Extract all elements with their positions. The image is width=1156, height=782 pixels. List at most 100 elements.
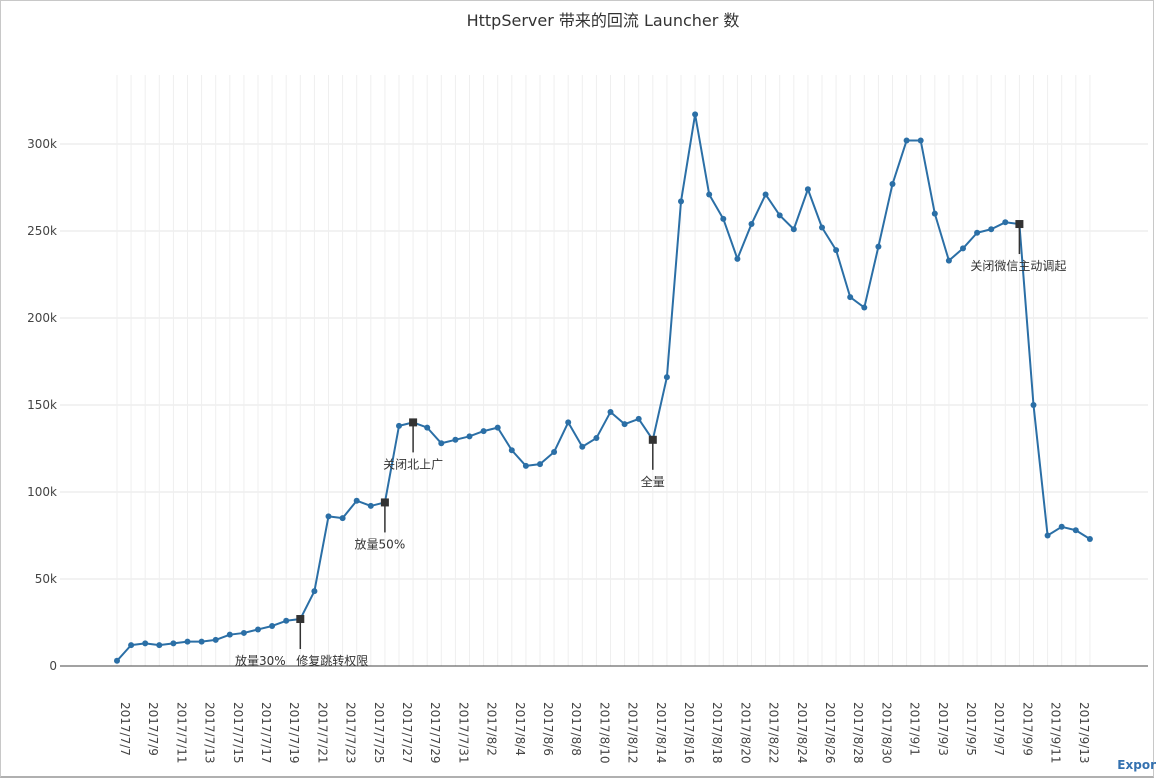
annotation-label: 关闭北上广 [383,457,443,471]
x-tick-label: 2017/7/25 [372,702,386,764]
data-point [424,424,431,431]
x-tick-label: 2017/7/15 [231,702,245,764]
data-point [480,428,487,435]
x-tick-label: 2017/8/8 [569,702,583,756]
data-point [762,191,769,198]
data-point [198,638,205,645]
x-tick-label: 2017/7/29 [428,702,442,764]
data-point [438,440,445,447]
x-tick-label: 2017/7/7 [118,702,132,756]
data-point [255,626,261,633]
data-point [226,631,233,638]
data-point [551,448,558,455]
data-point [579,443,586,450]
data-point [114,657,120,664]
x-tick-label: 2017/8/12 [626,702,640,764]
annotation-marker [296,615,305,624]
x-tick-label: 2017/8/14 [654,702,668,764]
x-tick-label: 2017/7/11 [174,702,188,764]
y-tick-label: 100k [27,485,57,499]
x-tick-label: 2017/9/5 [964,702,978,756]
data-point [889,181,896,188]
x-tick-label: 2017/8/24 [795,702,809,764]
data-point [847,294,854,301]
data-point [917,137,924,144]
x-tick-label: 2017/8/2 [485,702,499,756]
data-point [678,198,684,205]
data-point [212,636,219,643]
data-point [988,226,995,233]
x-tick-label: 2017/8/28 [851,702,865,764]
data-point [1072,527,1079,534]
data-point [903,137,910,144]
annotation-label: 关闭微信主动调起 [970,259,1066,273]
y-tick-label: 200k [27,311,57,325]
data-point [537,461,543,468]
data-point [565,419,572,426]
data-point [663,374,670,381]
export-button[interactable]: Expor [1117,758,1156,772]
x-tick-label: 2017/7/13 [203,702,217,764]
x-tick-label: 2017/7/9 [146,702,160,756]
data-point [522,462,529,469]
y-tick-label: 150k [27,398,57,412]
data-point [790,226,797,233]
x-tick-label: 2017/8/4 [513,702,527,756]
series [114,111,1093,664]
data-point [833,247,840,254]
grid [60,75,1148,666]
data-point [339,515,346,522]
data-point [156,642,163,649]
data-point [452,436,459,443]
data-point [240,629,247,636]
data-point [128,642,135,649]
data-point [706,191,713,198]
annotation-label: 修复跳转权限 [296,653,368,668]
annotation-label: 放量30% [235,653,286,668]
data-point [974,229,981,236]
x-tick-label: 2017/9/11 [1049,702,1063,764]
data-point [142,640,149,647]
y-tick-label: 50k [35,572,57,586]
annotation-label: 放量50% [355,536,406,551]
data-point [621,421,628,428]
x-tick-label: 2017/7/31 [456,702,470,764]
data-point [692,111,699,118]
data-point [466,433,473,440]
x-tick-label: 2017/8/30 [879,702,893,764]
data-point [1086,535,1093,542]
data-point [1044,532,1051,539]
x-tick-label: 2017/8/26 [823,702,837,764]
annotation-label: 全量 [641,474,665,489]
x-tick-label: 2017/7/21 [315,702,329,764]
data-point [776,212,783,219]
data-point [494,424,501,431]
chart-title: HttpServer 带来的回流 Launcher 数 [467,11,740,30]
data-point [396,422,402,429]
annotation-marker [1015,220,1024,229]
data-point [170,640,177,647]
y-tick-label: 0 [49,659,57,673]
x-tick-label: 2017/8/6 [541,702,555,756]
x-tick-label: 2017/9/1 [908,702,922,756]
series-line [116,113,1091,662]
x-tick-label: 2017/9/3 [936,702,950,756]
y-tick-label: 250k [27,224,57,238]
x-tick-label: 2017/9/7 [992,702,1006,756]
data-point [283,617,290,624]
data-point [1058,523,1065,530]
x-tick-label: 2017/9/13 [1077,702,1091,764]
x-tick-label: 2017/9/9 [1020,702,1034,756]
annotation-marker [648,435,657,444]
data-point [1002,219,1009,226]
data-point [353,497,360,504]
data-point [945,257,952,264]
x-tick-label: 2017/7/27 [400,702,414,764]
x-tick-label: 2017/8/20 [738,702,752,764]
x-tick-label: 2017/8/18 [710,702,724,764]
data-point [508,447,515,454]
data-point [593,435,600,442]
